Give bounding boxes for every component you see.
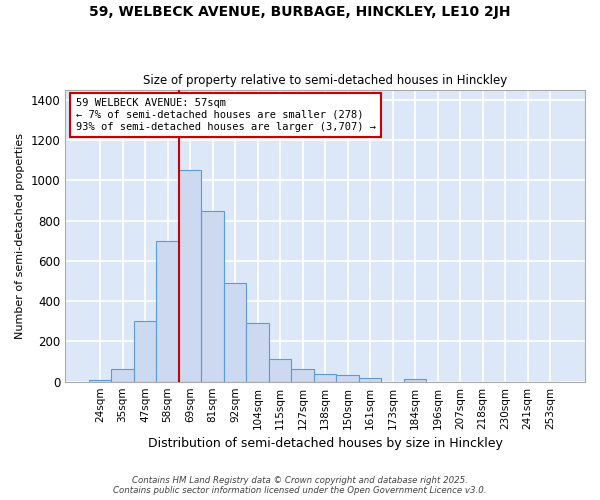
Bar	[179, 170, 202, 382]
Bar	[292, 368, 314, 382]
Bar	[337, 374, 359, 382]
Bar	[269, 358, 292, 382]
Bar	[134, 321, 157, 382]
Bar	[111, 369, 134, 382]
Text: Contains HM Land Registry data © Crown copyright and database right 2025.
Contai: Contains HM Land Registry data © Crown c…	[113, 476, 487, 495]
Text: 59 WELBECK AVENUE: 57sqm
← 7% of semi-detached houses are smaller (278)
93% of s: 59 WELBECK AVENUE: 57sqm ← 7% of semi-de…	[76, 98, 376, 132]
Bar	[314, 374, 337, 382]
Bar	[404, 378, 427, 382]
Bar	[202, 212, 224, 382]
Bar	[157, 240, 179, 382]
Bar	[224, 283, 247, 382]
Title: Size of property relative to semi-detached houses in Hinckley: Size of property relative to semi-detach…	[143, 74, 507, 87]
X-axis label: Distribution of semi-detached houses by size in Hinckley: Distribution of semi-detached houses by …	[148, 437, 503, 450]
Bar	[247, 324, 269, 382]
Bar	[89, 380, 111, 382]
Bar	[359, 378, 382, 382]
Y-axis label: Number of semi-detached properties: Number of semi-detached properties	[15, 132, 25, 338]
Text: 59, WELBECK AVENUE, BURBAGE, HINCKLEY, LE10 2JH: 59, WELBECK AVENUE, BURBAGE, HINCKLEY, L…	[89, 5, 511, 19]
